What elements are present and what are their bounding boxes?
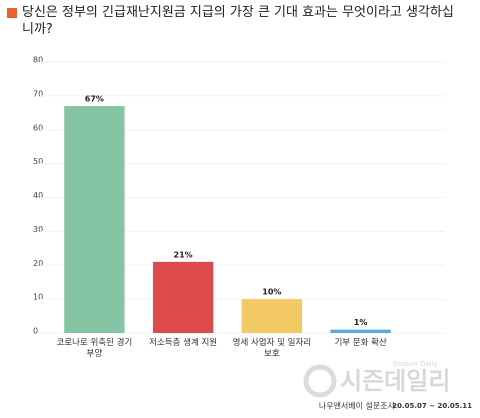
watermark: 시즌데일리 bbox=[340, 367, 450, 395]
bar bbox=[330, 329, 391, 333]
bar bbox=[64, 106, 125, 333]
watermark-sub: Season Daily bbox=[392, 360, 437, 368]
y-tick-label: 30 bbox=[33, 225, 43, 234]
source: 나우앤서베이 설문조사 bbox=[319, 401, 396, 411]
y-tick-label: 50 bbox=[33, 157, 43, 166]
y-tick-label: 10 bbox=[33, 293, 43, 302]
x-tick-label: 영세 사업자 및 일자리 보호 bbox=[232, 338, 312, 359]
title-marker bbox=[7, 8, 17, 18]
y-tick-label: 0 bbox=[33, 327, 38, 336]
y-tick-label: 80 bbox=[33, 56, 43, 65]
x-tick-label: 코로나로 위축된 경기 부양 bbox=[56, 338, 133, 359]
chart-title: 당신은 정부의 긴급재난지원금 지급의 가장 큰 기대 효과는 무엇이라고 생각… bbox=[22, 5, 454, 37]
x-tick-label: 저소득층 생계 지원 bbox=[149, 338, 218, 348]
y-tick-label: 40 bbox=[33, 191, 43, 200]
value-label: 1% bbox=[354, 318, 368, 327]
watermark-logo bbox=[303, 364, 337, 398]
value-label: 67% bbox=[85, 95, 104, 104]
period: 20.05.07 ~ 20.05.11 bbox=[392, 402, 472, 410]
bar bbox=[152, 261, 214, 333]
x-tick-label: 기부 문화 확산 bbox=[334, 338, 387, 348]
bar bbox=[241, 299, 303, 333]
y-tick-label: 20 bbox=[33, 259, 43, 268]
value-label: 21% bbox=[174, 250, 193, 259]
y-tick-label: 60 bbox=[33, 123, 43, 132]
y-tick-label: 70 bbox=[33, 89, 43, 98]
value-label: 10% bbox=[262, 288, 281, 297]
